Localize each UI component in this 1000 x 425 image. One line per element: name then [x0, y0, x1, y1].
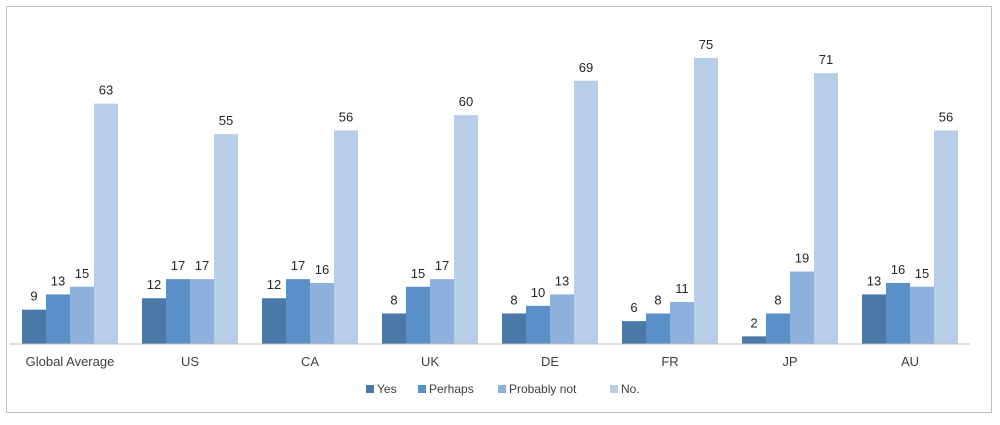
legend-swatch: [366, 385, 374, 393]
bar-probably-not-global-average: [70, 286, 94, 344]
data-label: 8: [390, 292, 397, 307]
data-label: 17: [435, 258, 449, 273]
data-label: 17: [171, 258, 185, 273]
data-label: 16: [891, 262, 905, 277]
bar-probably-not-fr: [670, 302, 694, 344]
bar-no-ca: [334, 130, 358, 344]
bar-probably-not-us: [190, 279, 214, 344]
bar-yes-jp: [742, 336, 766, 344]
data-label: 8: [510, 292, 517, 307]
bar-yes-global-average: [22, 309, 46, 344]
data-label: 12: [267, 277, 281, 292]
bar-yes-ca: [262, 298, 286, 344]
data-label: 60: [459, 94, 473, 109]
bar-no-us: [214, 134, 238, 344]
legend-label: Probably not: [509, 382, 577, 396]
category-label: Global Average: [26, 354, 115, 369]
bar-no-de: [574, 80, 598, 344]
legend-swatch: [498, 385, 506, 393]
category-labels-group: Global Average US CA UK DE FR JP AU: [26, 354, 919, 369]
bar-yes-fr: [622, 321, 646, 344]
bar-perhaps-uk: [406, 286, 430, 344]
bar-perhaps-ca: [286, 279, 310, 344]
data-label: 71: [819, 52, 833, 67]
legend-label: Yes: [377, 382, 397, 396]
legend-swatch: [610, 385, 618, 393]
category-label: JP: [782, 354, 797, 369]
bar-probably-not-uk: [430, 279, 454, 344]
data-label: 15: [915, 266, 929, 281]
data-label: 15: [411, 266, 425, 281]
data-label: 11: [675, 281, 689, 296]
bar-yes-de: [502, 313, 526, 344]
data-label: 13: [867, 273, 881, 288]
bar-probably-not-jp: [790, 271, 814, 344]
legend-swatch: [418, 385, 426, 393]
data-label: 13: [51, 273, 65, 288]
bar-perhaps-global-average: [46, 294, 70, 344]
data-label: 56: [339, 109, 353, 124]
bar-perhaps-de: [526, 305, 550, 344]
category-label: US: [181, 354, 199, 369]
data-label: 6: [630, 300, 637, 315]
bar-perhaps-au: [886, 282, 910, 344]
data-label: 8: [654, 292, 661, 307]
data-label: 17: [195, 258, 209, 273]
category-label: CA: [301, 354, 319, 369]
data-label: 69: [579, 60, 593, 75]
bar-no-global-average: [94, 103, 118, 344]
data-label: 12: [147, 277, 161, 292]
bar-perhaps-fr: [646, 313, 670, 344]
data-label: 63: [99, 83, 113, 98]
data-label: 55: [219, 113, 233, 128]
category-label: FR: [661, 354, 678, 369]
bar-probably-not-au: [910, 286, 934, 344]
bar-no-jp: [814, 73, 838, 344]
bar-no-fr: [694, 57, 718, 345]
category-label: UK: [421, 354, 439, 369]
data-label: 56: [939, 109, 953, 124]
bar-no-au: [934, 130, 958, 344]
category-label: DE: [541, 354, 559, 369]
bar-probably-not-ca: [310, 282, 334, 344]
data-label: 13: [555, 273, 569, 288]
legend-label: No.: [621, 382, 640, 396]
data-label: 2: [750, 315, 757, 330]
data-label: 15: [75, 266, 89, 281]
data-label: 16: [315, 262, 329, 277]
bar-yes-uk: [382, 313, 406, 344]
bar-perhaps-us: [166, 279, 190, 344]
category-label: AU: [901, 354, 919, 369]
bar-probably-not-de: [550, 294, 574, 344]
legend-label: Perhaps: [429, 382, 474, 396]
bar-yes-au: [862, 294, 886, 344]
data-label: 9: [30, 289, 37, 304]
bars-group: [22, 57, 958, 345]
data-label: 19: [795, 251, 809, 266]
data-label: 10: [531, 285, 545, 300]
data-label: 75: [699, 37, 713, 52]
data-label: 8: [774, 292, 781, 307]
bar-yes-us: [142, 298, 166, 344]
bar-no-uk: [454, 115, 478, 345]
data-label: 17: [291, 258, 305, 273]
legend: Yes Perhaps Probably not No.: [366, 382, 640, 396]
bar-perhaps-jp: [766, 313, 790, 344]
